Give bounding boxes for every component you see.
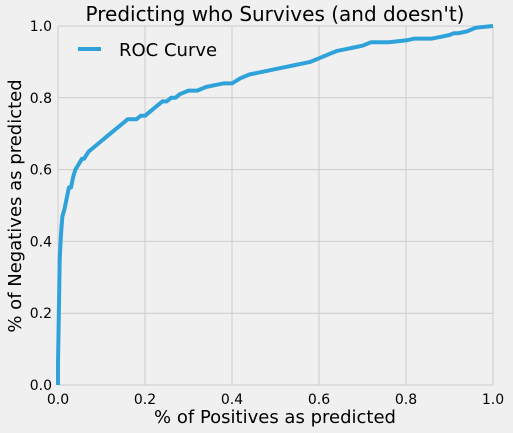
x-tick-label: 0.2 bbox=[134, 392, 156, 408]
x-tick-label: 0.6 bbox=[308, 392, 330, 408]
x-tick-label: 0.8 bbox=[395, 392, 417, 408]
x-tick-label: 1.0 bbox=[482, 392, 504, 408]
roc-series bbox=[56, 24, 494, 385]
y-tick-label: 0.8 bbox=[30, 91, 52, 107]
legend: ROC Curve bbox=[78, 40, 217, 61]
grid-lines bbox=[57, 25, 494, 386]
legend-label-roc-curve: ROC Curve bbox=[119, 40, 217, 61]
y-axis-label: % of Negatives as predicted bbox=[5, 79, 26, 332]
y-tick-label: 0.0 bbox=[30, 378, 52, 394]
y-tick-label: 1.0 bbox=[30, 19, 52, 35]
y-tick-label: 0.6 bbox=[30, 163, 52, 179]
y-tick-label: 0.4 bbox=[30, 234, 52, 250]
chart-title: Predicting who Survives (and doesn't) bbox=[86, 2, 465, 26]
x-tick-label: 0.4 bbox=[221, 392, 243, 408]
tick-labels: 0.0 0.2 0.4 0.6 0.8 1.0 0.0 0.2 0.4 0.6 0.8 1.0 bbox=[30, 19, 504, 408]
series-line-roc-curve bbox=[56, 24, 494, 385]
x-axis-label: % of Positives as predicted bbox=[154, 407, 396, 428]
x-tick-label: 0.0 bbox=[47, 392, 69, 408]
y-tick-label: 0.2 bbox=[30, 306, 52, 322]
